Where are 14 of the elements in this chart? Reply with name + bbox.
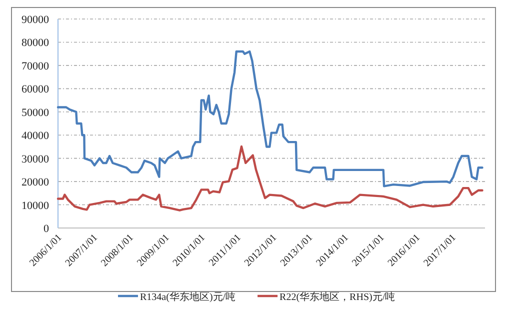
y-tick-label: 90000 [22, 14, 50, 26]
line-series [56, 50, 484, 188]
y-tick-label: 60000 [22, 84, 50, 96]
legend-label: R22(华东地区，RHS)元/吨 [280, 291, 396, 303]
legend-label: R134a(华东地区)元/吨 [140, 291, 236, 303]
y-tick-label: 80000 [22, 37, 50, 50]
y-tick-label: 40000 [22, 130, 50, 142]
y-tick-label: 20000 [22, 176, 50, 189]
y-tick-label: 50000 [22, 106, 50, 119]
y-tick-label: 0 [44, 223, 50, 235]
line-series [56, 145, 484, 212]
y-tick-label: 10000 [22, 200, 50, 212]
y-tick-label: 30000 [22, 153, 50, 166]
y-tick-label: 70000 [22, 60, 50, 72]
